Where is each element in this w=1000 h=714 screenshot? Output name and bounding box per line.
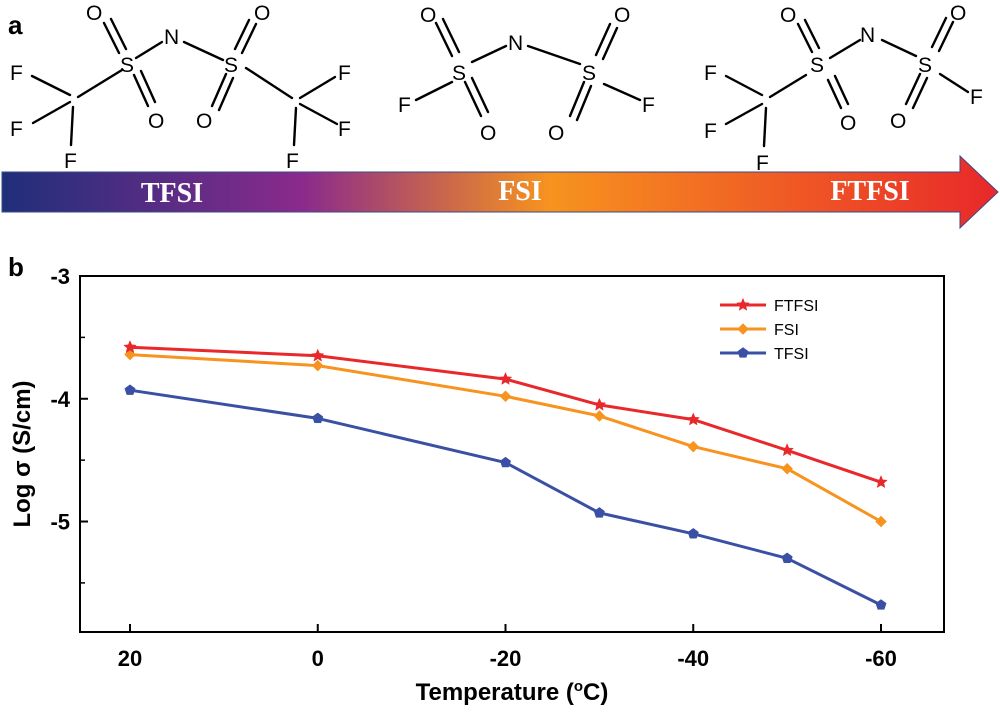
arrow-label-ftfsi: FTFSI <box>830 176 909 207</box>
gradient-arrow: TFSI FSI FTFSI <box>1 154 999 230</box>
data-point-tfsi <box>500 456 511 468</box>
atom-o: O <box>780 4 796 27</box>
data-point-ftfsi <box>498 371 513 385</box>
data-point-tfsi <box>875 599 887 610</box>
atom-s: S <box>918 54 932 77</box>
panel-b-label: b <box>8 252 24 282</box>
atom-o: O <box>86 2 102 25</box>
atom-f: F <box>642 94 655 117</box>
atom-s: S <box>452 62 466 85</box>
atom-o: O <box>148 110 164 133</box>
legend-label-ftfsi: FTFSI <box>774 298 818 315</box>
x-tick-label: 0 <box>312 646 324 671</box>
data-point-ftfsi <box>686 412 701 426</box>
atom-s: S <box>810 54 824 77</box>
x-tick-label: 20 <box>118 646 142 671</box>
data-point-tfsi <box>593 507 605 518</box>
legend-label-fsi: FSI <box>774 322 799 339</box>
atom-s: S <box>224 54 238 77</box>
atom-f: F <box>286 150 299 173</box>
y-tick-label: -4 <box>50 387 70 412</box>
atom-f: F <box>10 118 23 141</box>
y-axis: -3 -4 -5 <box>50 264 88 584</box>
atom-f: F <box>756 152 769 175</box>
atom-s: S <box>582 62 596 85</box>
x-tick-label: -60 <box>865 646 897 671</box>
data-point-fsi <box>311 359 324 372</box>
legend-marker-fsi <box>737 323 749 335</box>
atom-n: N <box>508 32 523 55</box>
series-layer <box>123 340 888 610</box>
data-point-ftfsi <box>123 340 137 354</box>
x-tick-label: -20 <box>490 646 522 671</box>
atom-o: O <box>420 4 436 27</box>
data-point-ftfsi <box>310 348 325 362</box>
data-point-ftfsi <box>780 443 794 457</box>
atom-n: N <box>164 26 179 49</box>
data-point-fsi <box>687 440 700 453</box>
atom-o: O <box>548 122 564 145</box>
molecule-fsi: S S N O O O O F F <box>398 4 655 145</box>
data-point-tfsi <box>781 552 793 564</box>
atom-f: F <box>338 118 351 141</box>
atom-o: O <box>254 2 270 25</box>
atom-o: O <box>890 110 906 133</box>
data-point-ftfsi <box>592 397 607 411</box>
atom-o: O <box>950 2 966 25</box>
atom-f: F <box>64 150 77 173</box>
series-line-tfsi <box>129 388 882 607</box>
atom-f: F <box>398 94 411 117</box>
arrow-label-tfsi: TFSI <box>141 178 203 209</box>
panel-a-label: a <box>8 10 23 40</box>
data-point-tfsi <box>687 527 699 539</box>
data-point-fsi <box>875 515 887 528</box>
data-point-tfsi <box>312 412 324 424</box>
x-axis-title: Temperature (oC) <box>416 678 609 706</box>
atom-f: F <box>704 120 717 143</box>
y-tick-label: -5 <box>50 510 70 535</box>
atom-f: F <box>704 62 717 85</box>
data-point-tfsi <box>124 384 136 395</box>
atom-s: S <box>120 54 134 77</box>
legend-marker-tfsi <box>737 347 749 358</box>
data-point-fsi <box>124 348 136 361</box>
atom-f: F <box>10 62 23 85</box>
legend-label-tfsi: TFSI <box>774 346 809 363</box>
atom-o: O <box>614 4 630 27</box>
data-point-ftfsi <box>874 475 888 489</box>
atom-f: F <box>970 86 983 109</box>
data-point-fsi <box>499 390 512 403</box>
atom-f: F <box>338 62 351 85</box>
conductivity-chart: 20 0 -20 -40 -60 -3 -4 -5 Temperature (oC) Log… <box>9 264 945 706</box>
atom-n: N <box>860 24 875 47</box>
arrow-label-fsi: FSI <box>498 176 542 207</box>
molecule-ftfsi: S S N O O O O F F F F <box>704 2 983 175</box>
y-axis-title: Log σ (S/cm) <box>9 380 36 527</box>
data-point-fsi <box>781 462 793 475</box>
molecule-tfsi: S S N O O O O F F F F F F <box>10 2 351 173</box>
series-tfsi <box>124 384 887 610</box>
series-ftfsi <box>123 340 888 489</box>
data-point-fsi <box>593 410 606 422</box>
x-axis: 20 0 -20 -40 -60 <box>118 624 897 671</box>
x-tick-label: -40 <box>677 646 709 671</box>
legend: FTFSI FSI TFSI <box>720 297 818 363</box>
plot-frame <box>79 275 945 633</box>
legend-marker-ftfsi <box>736 297 750 311</box>
atom-o: O <box>480 122 496 145</box>
atom-o: O <box>196 110 212 133</box>
atom-o: O <box>840 112 856 135</box>
y-tick-label: -3 <box>50 264 70 289</box>
